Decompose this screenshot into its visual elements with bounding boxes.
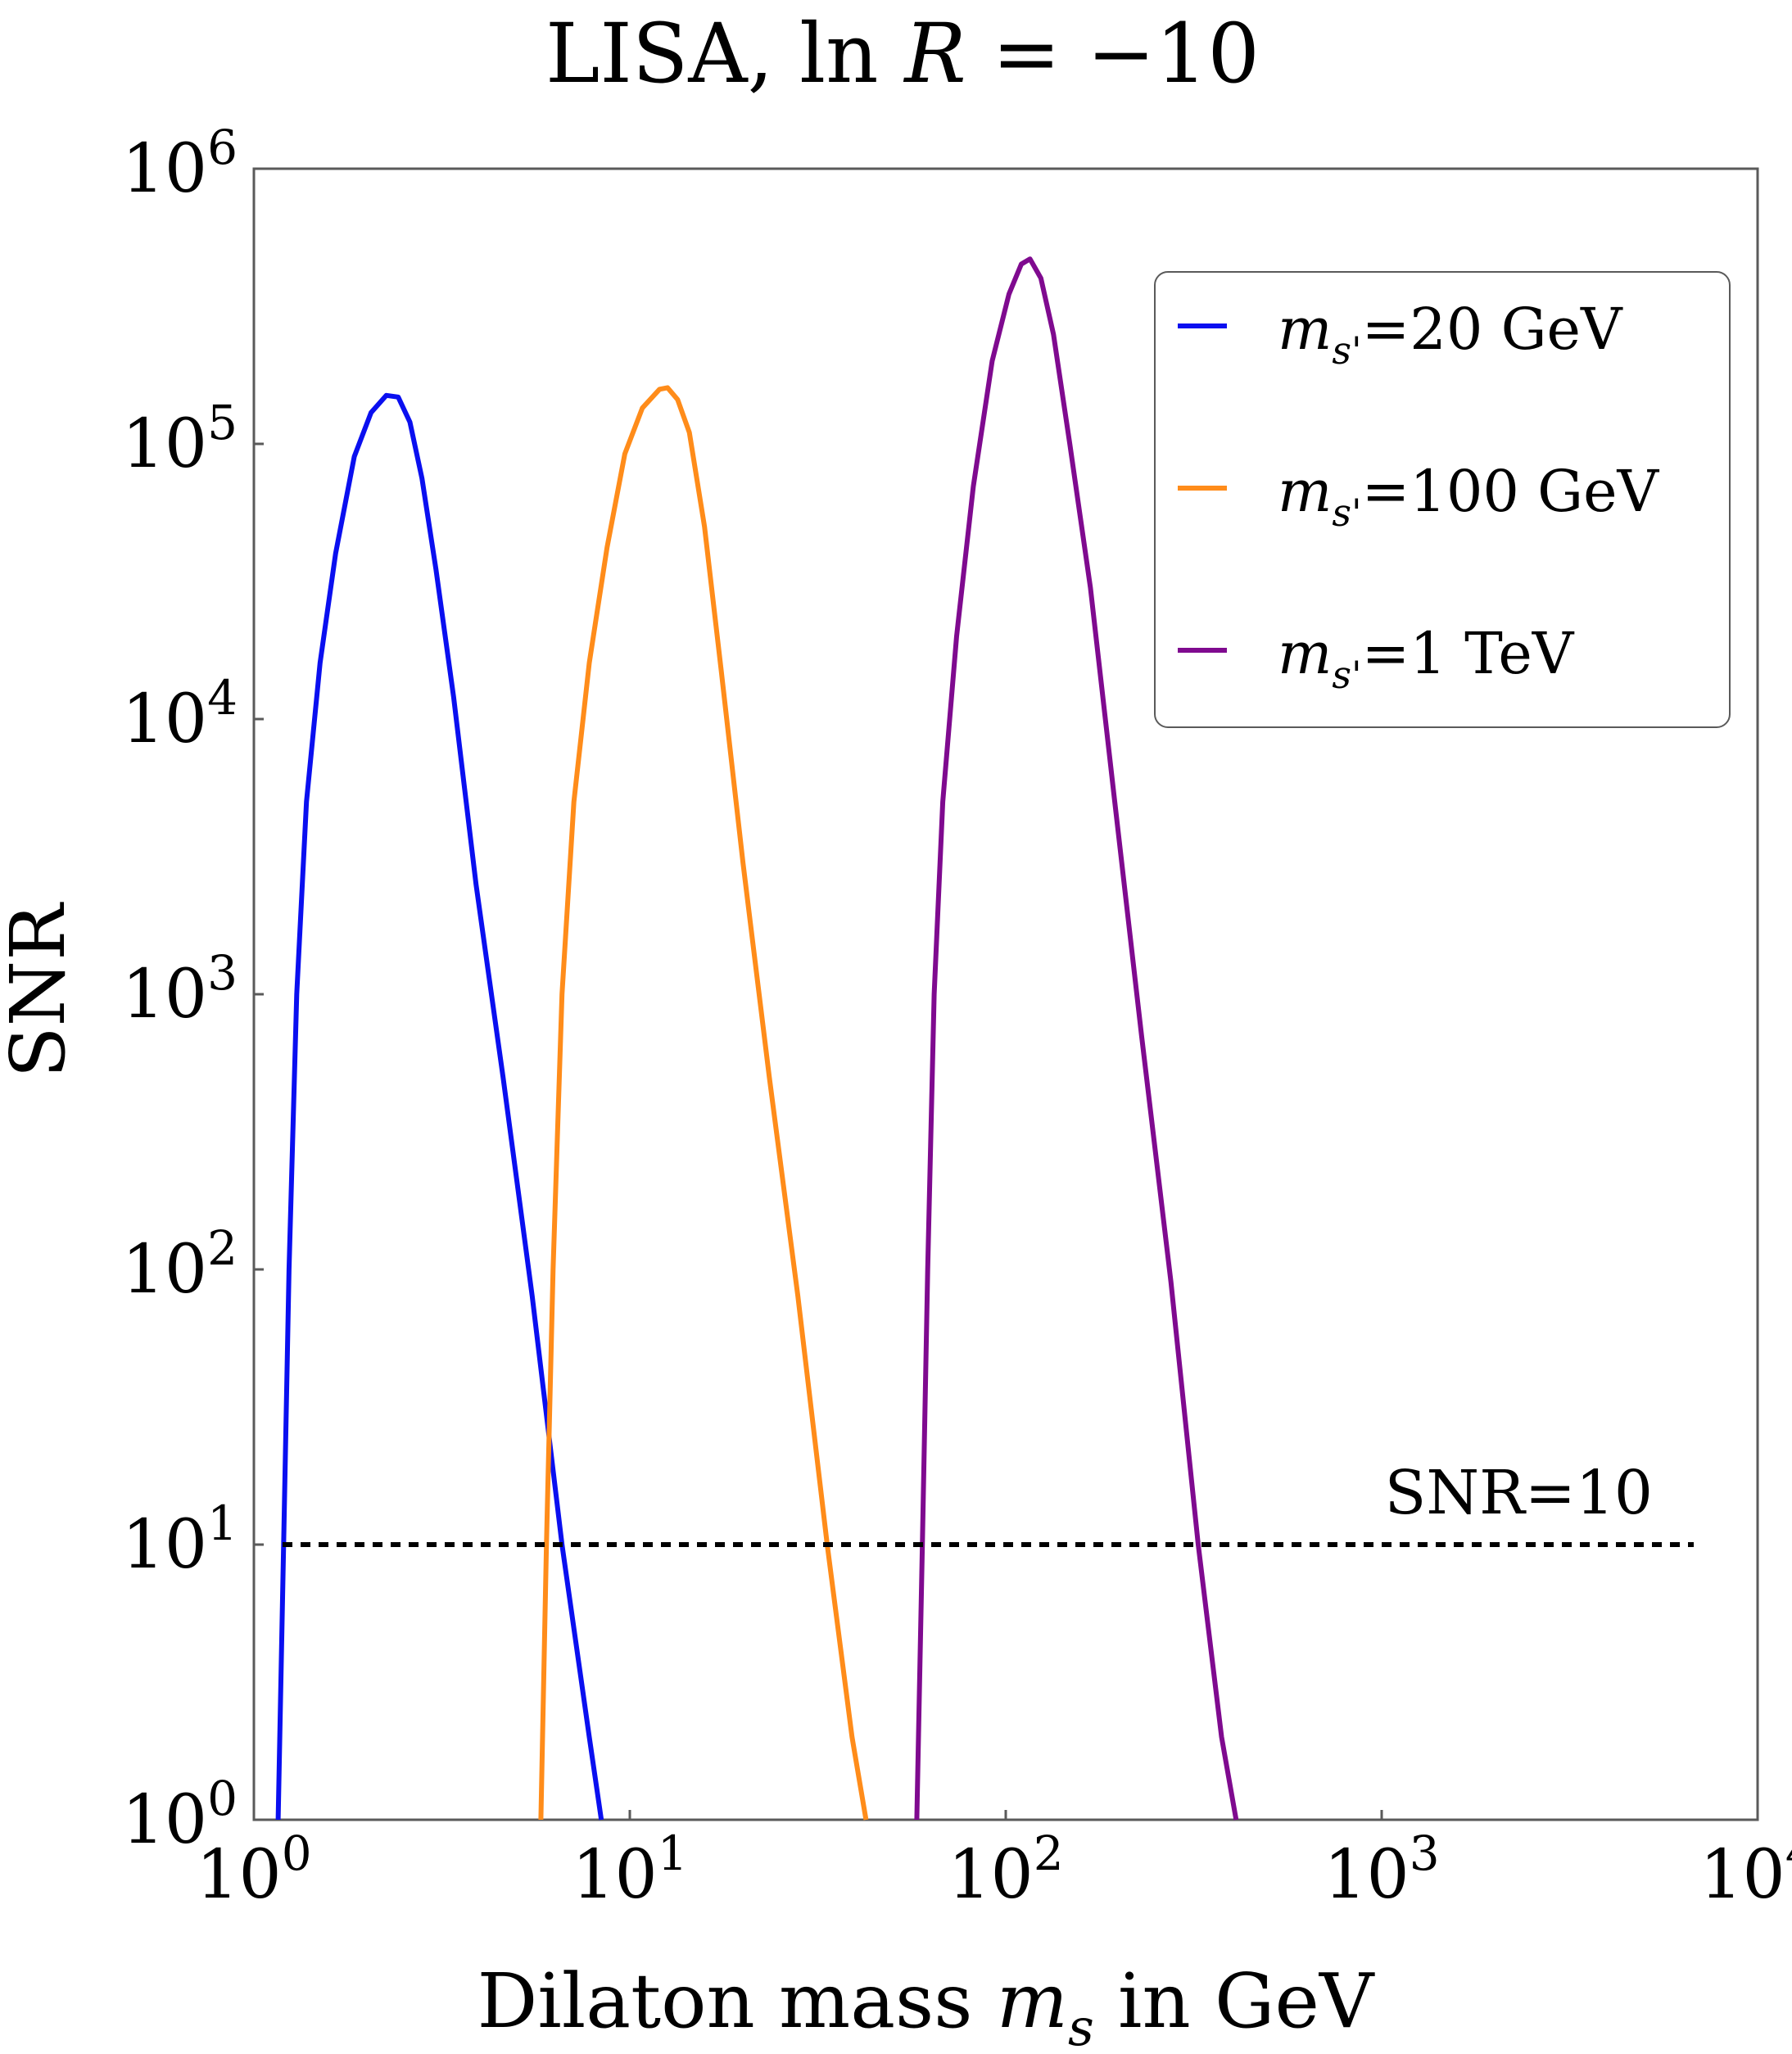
series-line-1 [275,392,604,1821]
y-tick-label: 103 [122,945,238,1034]
x-axis-label: Dilaton mass ms in GeV [477,1957,1375,2050]
snr-threshold-label: SNR=10 [1385,1458,1653,1528]
y-tick-label: 104 [122,670,238,758]
y-tick-label: 106 [122,120,238,208]
series-layer [275,256,1239,1821]
y-axis-label: SNR [0,902,82,1079]
x-tick-label: 104 [1699,1826,1792,1914]
legend-entry-2: ms'=100 GeV [1278,458,1660,535]
x-axis-ticks: 100 101 102 103 104 [196,1810,1792,1914]
legend: ms'=20 GeV ms'=100 GeV ms'=1 TeV [1154,271,1731,728]
y-tick-label: 102 [122,1220,238,1309]
x-tick-label: 101 [572,1826,687,1914]
y-tick-label: 101 [122,1495,238,1584]
series-line-2 [538,385,869,1821]
x-tick-label: 103 [1324,1826,1439,1914]
legend-entry-1: ms'=20 GeV [1278,296,1623,373]
y-tick-label: 100 [122,1771,238,1859]
series-line-3 [914,256,1239,1821]
legend-box [1154,271,1731,728]
y-axis-ticks: 100 101 102 103 104 105 106 [122,120,264,1859]
chart-title: LISA, ln R = −10 [545,6,1260,102]
x-tick-label: 100 [196,1826,311,1914]
reference-line-layer: SNR=10 [283,1458,1694,1547]
y-tick-label: 105 [122,395,238,483]
legend-entry-3: ms'=1 TeV [1278,620,1575,697]
x-tick-label: 102 [948,1826,1063,1914]
